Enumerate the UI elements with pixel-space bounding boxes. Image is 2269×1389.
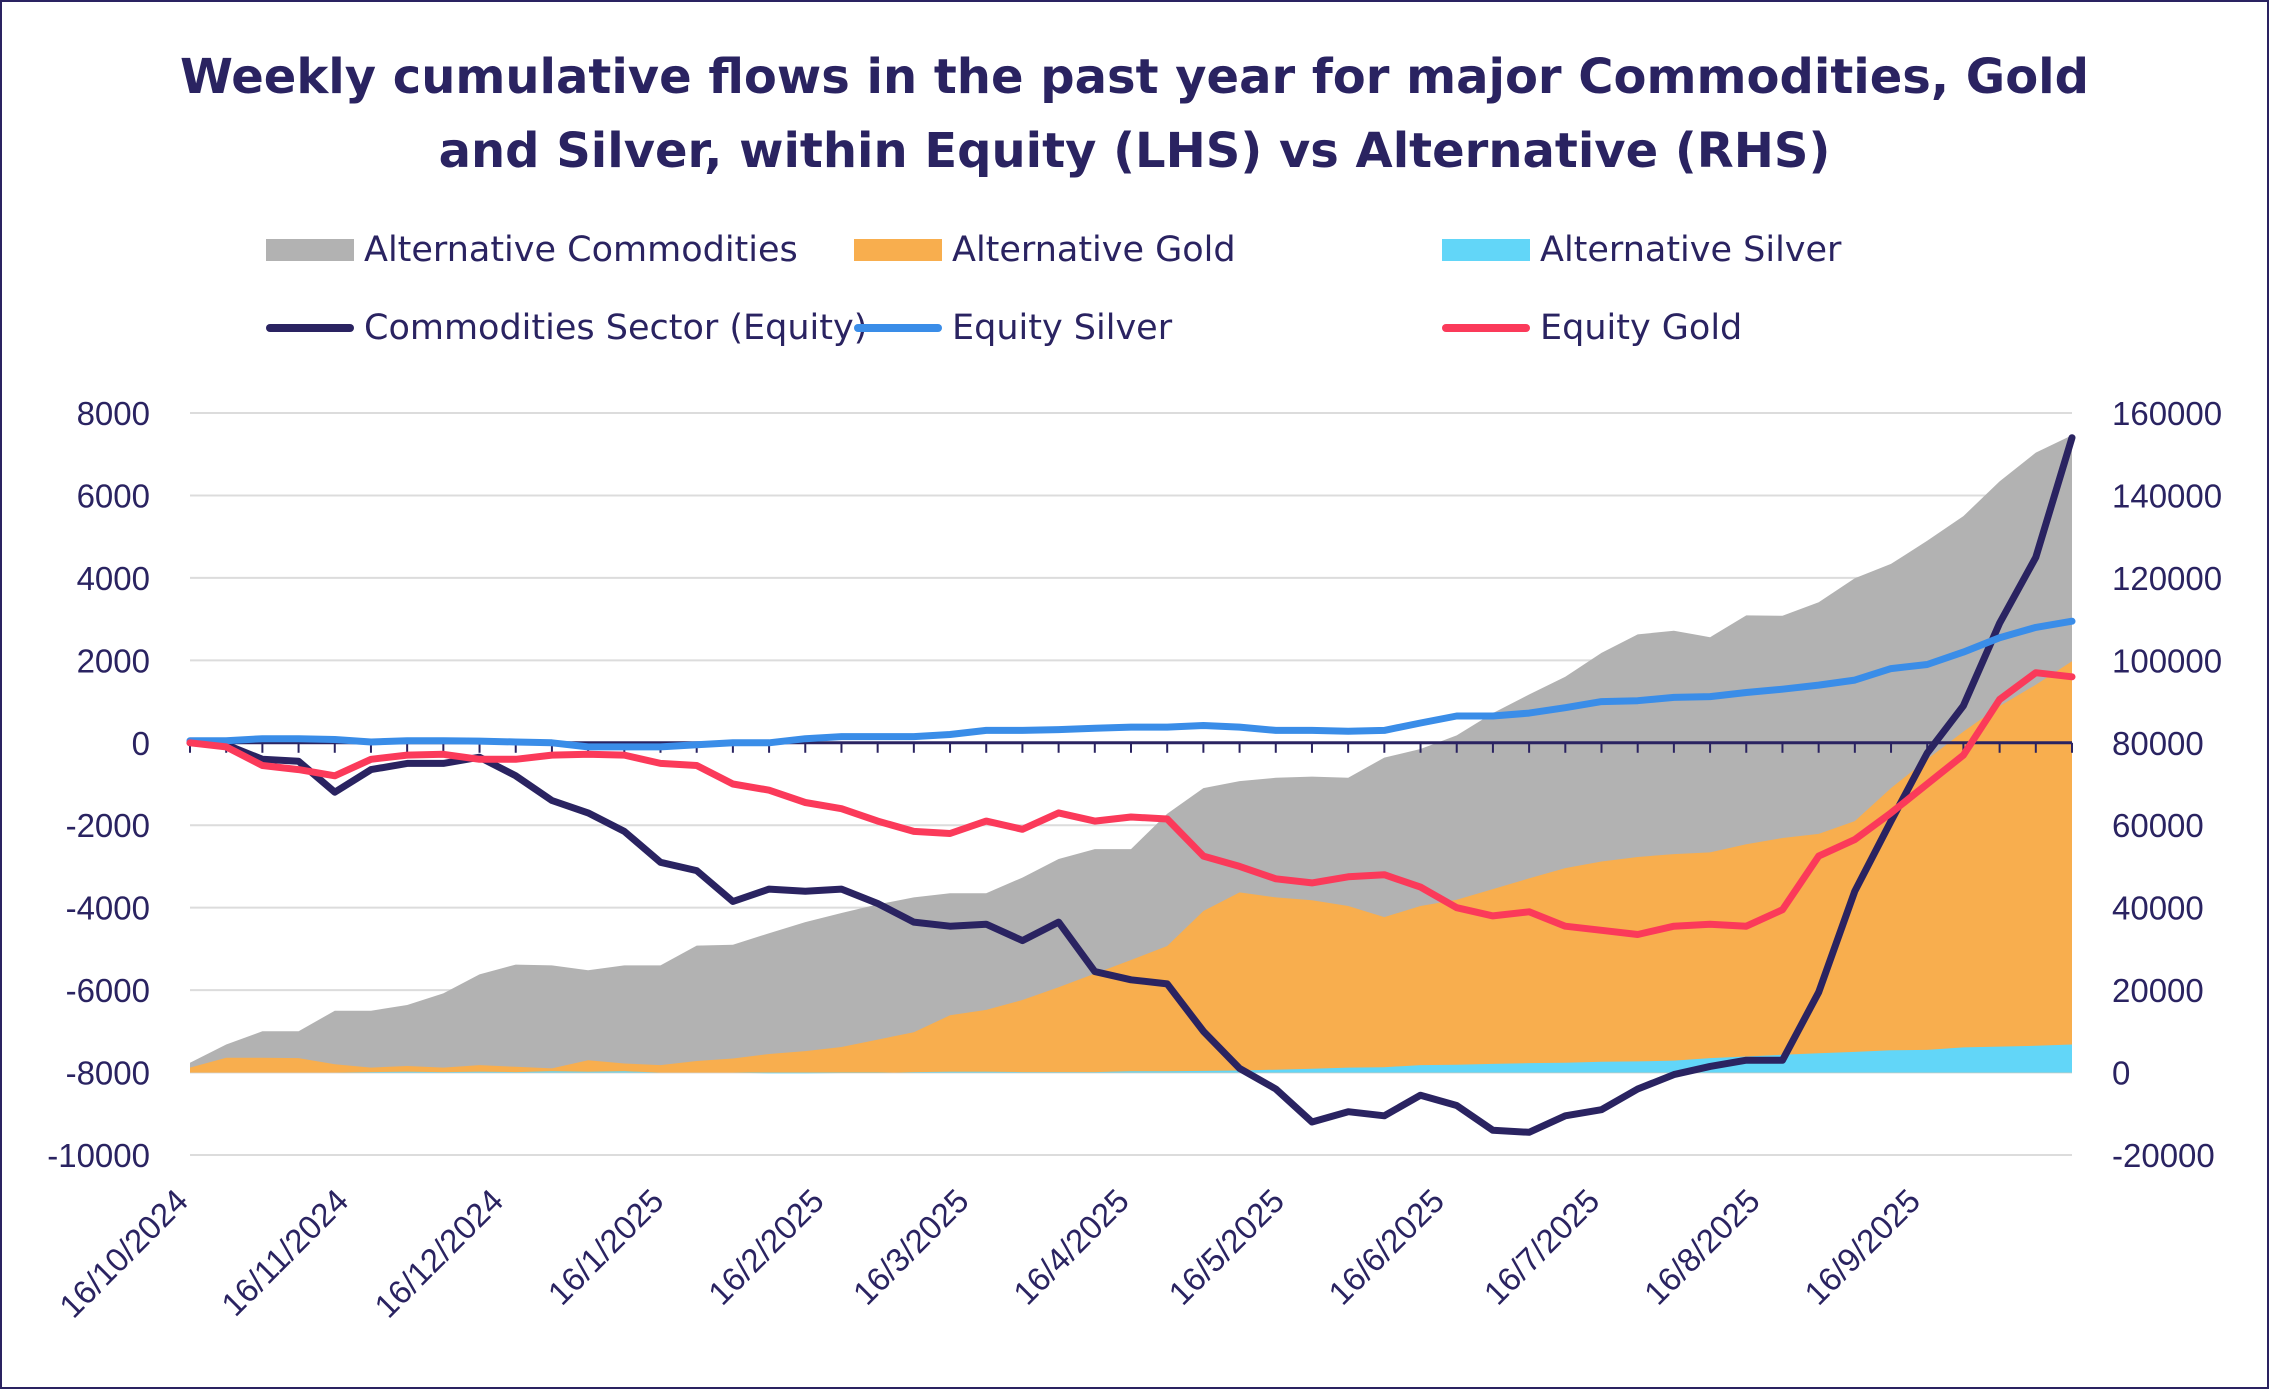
title-line-1: Weekly cumulative flows in the past year…: [180, 49, 2089, 105]
legend-item-equity-gold: Equity Gold: [1442, 308, 1742, 348]
y-right-tick-label: -20000: [2112, 1137, 2215, 1174]
legend-swatch: [1442, 239, 1530, 261]
x-tick-label: 16/1/2025: [541, 1182, 671, 1312]
title-line-2: and Silver, within Equity (LHS) vs Alter…: [438, 123, 1831, 179]
legend-swatch: [854, 324, 942, 332]
y-left-tick-label: -2000: [66, 807, 150, 844]
x-tick-label: 16/3/2025: [846, 1182, 976, 1312]
x-tick-label: 16/10/2024: [52, 1182, 195, 1325]
legend-item-commodities-sector-equity: Commodities Sector (Equity): [266, 308, 867, 348]
x-tick-label: 16/2/2025: [701, 1182, 831, 1312]
y-right-tick-label: 80000: [2112, 725, 2204, 762]
area-alternative-gold: [190, 661, 2072, 1073]
legend-swatch: [1442, 324, 1530, 332]
y-left-tick-label: -6000: [66, 972, 150, 1009]
y-left-tick-label: 0: [132, 725, 150, 762]
y-right-tick-label: 0: [2112, 1055, 2130, 1092]
line-commodities-sector-equity: [186, 434, 2076, 1136]
legend-swatch: [266, 239, 354, 261]
y-right-tick-label: 120000: [2112, 560, 2222, 597]
x-tick-label: 16/5/2025: [1161, 1182, 1291, 1312]
legend-label: Alternative Gold: [952, 230, 1236, 270]
y-left-tick-label: -10000: [47, 1137, 150, 1174]
y-left-tick-label: 4000: [77, 560, 150, 597]
legend-label: Commodities Sector (Equity): [364, 308, 868, 348]
legend-item-alternative-silver: Alternative Silver: [1442, 230, 1841, 270]
y-left-tick-label: -4000: [66, 890, 150, 927]
area-alternative-silver: [190, 1044, 2072, 1074]
x-tick-label: 16/7/2025: [1476, 1182, 1606, 1312]
legend-label: Equity Gold: [1540, 308, 1743, 348]
x-tick-label: 16/12/2024: [367, 1182, 510, 1325]
y-right-tick-label: 140000: [2112, 477, 2222, 514]
x-tick-label: 16/4/2025: [1006, 1182, 1136, 1312]
y-right-tick-label: 100000: [2112, 642, 2222, 679]
line-series: [186, 434, 2076, 1136]
y-left-tick-label: 8000: [77, 395, 150, 432]
legend-item-alternative-gold: Alternative Gold: [854, 230, 1236, 270]
x-tick-label: 16/9/2025: [1797, 1182, 1927, 1312]
y-right-tick-label: 40000: [2112, 890, 2204, 927]
y-left-tick-label: -8000: [66, 1055, 150, 1092]
legend-swatch: [266, 324, 354, 332]
x-tick-label: 16/8/2025: [1637, 1182, 1767, 1312]
chart-title: Weekly cumulative flows in the past year…: [0, 40, 2269, 188]
line-equity-silver: [186, 617, 2076, 751]
legend-swatch: [854, 239, 942, 261]
y-right-tick-label: 60000: [2112, 807, 2204, 844]
legend-label: Alternative Silver: [1540, 230, 1842, 270]
legend-label: Alternative Commodities: [364, 230, 798, 270]
x-tick-label: 16/11/2024: [214, 1182, 355, 1323]
y-left-tick-label: 6000: [77, 477, 150, 514]
legend: Alternative Commodities Alternative Gold…: [0, 222, 2269, 372]
y-right-tick-label: 20000: [2112, 972, 2204, 1009]
legend-label: Equity Silver: [952, 308, 1173, 348]
legend-item-alternative-commodities: Alternative Commodities: [266, 230, 798, 270]
x-tick-label: 16/6/2025: [1321, 1182, 1451, 1312]
y-left-tick-label: 2000: [77, 642, 150, 679]
y-right-tick-label: 160000: [2112, 395, 2222, 432]
line-equity-gold: [186, 669, 2076, 938]
legend-item-equity-silver: Equity Silver: [854, 308, 1172, 348]
area-series: [190, 435, 2072, 1074]
